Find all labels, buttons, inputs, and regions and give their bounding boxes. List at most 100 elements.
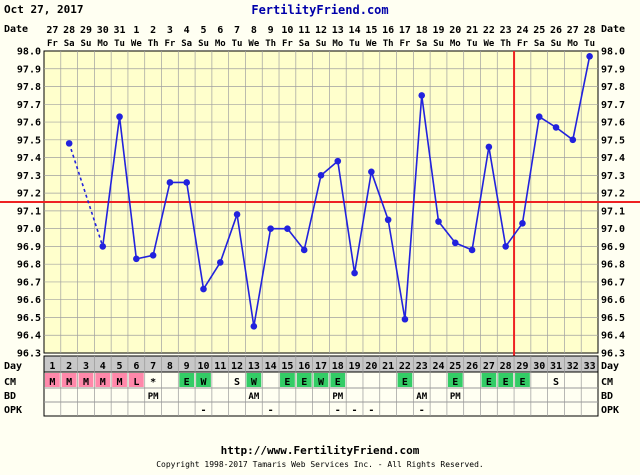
period-box <box>128 373 144 387</box>
temp-point <box>519 220 526 227</box>
opk-value: - <box>368 405 374 416</box>
weekday-label: Tu <box>584 39 595 49</box>
cm-box <box>246 373 262 387</box>
date-label: 29 <box>80 25 92 36</box>
cycle-day-label: 2 <box>66 361 72 372</box>
temp-segment <box>286 228 305 251</box>
date-label: 17 <box>399 25 411 36</box>
temp-point <box>300 246 308 254</box>
temp-point <box>552 124 560 131</box>
temp-segment <box>437 221 456 244</box>
weekday-label: Su <box>316 39 327 49</box>
date-label: 25 <box>533 25 545 36</box>
weekday-label: Sa <box>416 39 427 49</box>
weekday-label: Fr <box>282 39 293 49</box>
weekday-label: Tu <box>467 39 478 49</box>
cycle-day-label: 6 <box>133 361 139 372</box>
cm-value: E <box>335 377 341 388</box>
weekday-label: Th <box>500 39 511 49</box>
site-title[interactable]: FertilityFriend.com <box>251 3 389 17</box>
temp-point <box>569 136 577 144</box>
cycle-day-label: 30 <box>533 361 545 372</box>
cm-value: W <box>251 377 258 388</box>
bd-value: PM <box>332 392 343 402</box>
footer-url-link[interactable]: http://www.FertilityFriend.com <box>220 444 420 457</box>
date-label: 6 <box>217 25 223 36</box>
temp-point <box>452 239 459 247</box>
cycle-day-label: 26 <box>466 361 478 372</box>
opk-value: - <box>419 405 425 416</box>
cycle-day-label: 15 <box>281 361 293 372</box>
y-tick-left: 97.1 <box>17 206 41 217</box>
footer-copyright: Copyright 1998-2017 Tamaris Web Services… <box>156 460 484 469</box>
cm-value: E <box>184 377 190 388</box>
temp-segment <box>505 222 524 247</box>
y-tick-right: 97.4 <box>601 153 625 164</box>
date-label: 30 <box>97 25 109 36</box>
cm-value: E <box>284 377 290 388</box>
y-tick-left: 96.5 <box>17 313 41 324</box>
date-label: 15 <box>365 25 377 36</box>
cycle-day-label: 8 <box>167 361 173 372</box>
y-tick-left: 97.0 <box>17 224 41 235</box>
bd-value: PM <box>148 392 159 402</box>
row-label-bd: BD <box>4 391 16 402</box>
temp-segment <box>253 228 272 327</box>
cycle-day-label: 13 <box>248 361 260 372</box>
cm-box <box>313 373 329 387</box>
temp-segment <box>118 116 138 259</box>
weekday-label: Mo <box>567 39 578 49</box>
cycle-day-label: 31 <box>550 361 562 372</box>
cycle-day-label: 1 <box>49 361 55 372</box>
temp-point <box>468 246 476 254</box>
date-label: 11 <box>298 25 310 36</box>
temp-segment <box>353 171 373 274</box>
cycle-day-label: 10 <box>197 361 209 372</box>
weekday-label: Sa <box>64 39 75 49</box>
cycle-day-label: 7 <box>150 361 156 372</box>
y-tick-right: 97.2 <box>601 189 625 200</box>
date-label: 4 <box>184 25 190 36</box>
date-label: 1 <box>133 25 139 36</box>
weekday-label: Tu <box>349 39 360 49</box>
cm-value: M <box>117 377 123 388</box>
weekday-label: Mo <box>97 39 108 49</box>
cycle-day-label: 23 <box>416 361 428 372</box>
y-tick-right: 97.0 <box>601 224 625 235</box>
date-label: 5 <box>200 25 206 36</box>
date-label: 10 <box>281 25 293 36</box>
y-tick-right: 96.6 <box>601 295 625 306</box>
cycle-day-label: 22 <box>399 361 411 372</box>
date-label: 7 <box>234 25 240 36</box>
cm-box <box>280 373 295 387</box>
date-label: 12 <box>315 25 327 36</box>
temp-segment <box>185 182 205 290</box>
y-tick-right: 97.8 <box>601 82 625 93</box>
row-label-opk: OPK <box>4 405 22 416</box>
y-tick-left: 97.7 <box>17 100 41 111</box>
cm-box <box>481 373 497 387</box>
cycle-day-label: 18 <box>332 361 344 372</box>
y-tick-left: 96.9 <box>17 242 41 253</box>
cycle-day-label: 25 <box>449 361 461 372</box>
date-label: 28 <box>584 25 596 36</box>
cm-value: E <box>503 377 509 388</box>
temp-segment <box>370 171 389 221</box>
date-label: 22 <box>483 25 495 36</box>
period-box <box>45 373 60 387</box>
y-tick-right: 96.3 <box>601 349 625 360</box>
weekday-label: Fr <box>400 39 411 49</box>
cycle-day-label: 19 <box>349 361 361 372</box>
temp-point <box>216 259 224 266</box>
chart-date: Oct 27, 2017 <box>4 3 84 16</box>
cm-value: E <box>452 377 458 388</box>
cm-value: M <box>66 377 72 388</box>
y-tick-right: 97.5 <box>601 135 625 146</box>
date-label: 16 <box>382 25 394 36</box>
y-tick-right: 97.3 <box>601 171 625 182</box>
weekday-label: We <box>483 39 494 49</box>
temp-point <box>149 251 157 259</box>
temp-point <box>99 243 107 250</box>
temp-segment <box>202 261 221 290</box>
